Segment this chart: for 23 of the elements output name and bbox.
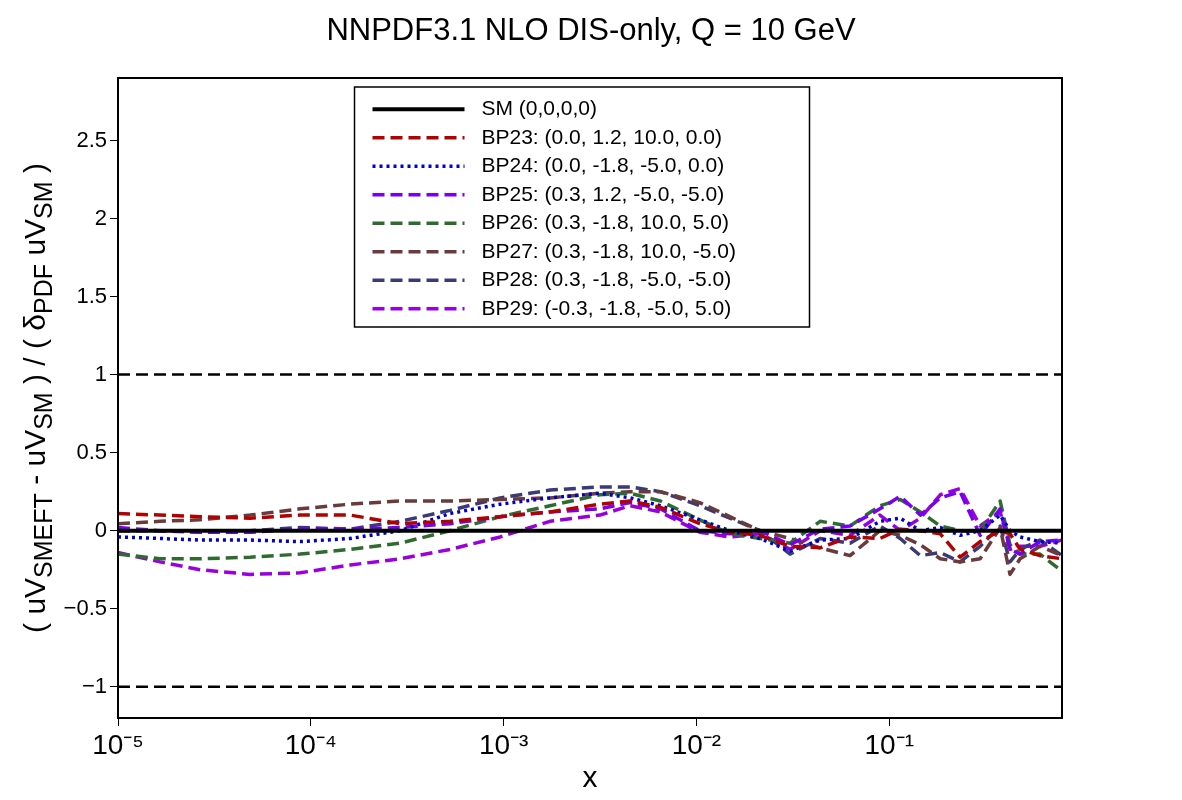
x-tick-label: 10⁻⁵	[92, 728, 144, 760]
y-tick-label: 2	[94, 204, 107, 230]
x-tick-label: 10⁻²	[671, 728, 722, 760]
y-tick-label: 1	[94, 360, 107, 386]
y-tick-label: −0.5	[63, 594, 107, 620]
legend-label: BP23: (0.0, 1.2, 10.0, 0.0)	[481, 124, 722, 148]
y-tick-label: 2.5	[76, 126, 107, 152]
legend-label: BP28: (0.3, -1.8, -5.0, -5.0)	[481, 267, 732, 291]
y-tick-label: −1	[81, 672, 107, 698]
y-tick-label: 1.5	[76, 282, 107, 308]
x-tick-label: 10⁻¹	[864, 728, 914, 760]
chart-title: NNPDF3.1 NLO DIS-only, Q = 10 GeV	[325, 12, 857, 48]
legend-label: BP29: (-0.3, -1.8, -5.0, 5.0)	[481, 295, 732, 319]
legend-label: BP25: (0.3, 1.2, -5.0, -5.0)	[481, 181, 725, 205]
legend-label: SM (0,0,0,0)	[481, 96, 598, 120]
legend-label: BP27: (0.3, -1.8, 10.0, -5.0)	[481, 238, 736, 262]
x-tick-label: 10⁻⁴	[284, 728, 337, 760]
y-tick-label: 0	[94, 516, 107, 542]
legend-label: BP26: (0.3, -1.8, 10.0, 5.0)	[481, 210, 729, 234]
x-axis-title: x	[581, 760, 599, 794]
y-tick-label: 0.5	[76, 438, 107, 464]
x-tick-label: 10⁻³	[478, 728, 529, 760]
legend-label: BP24: (0.0, -1.8, -5.0, 0.0)	[481, 153, 725, 177]
